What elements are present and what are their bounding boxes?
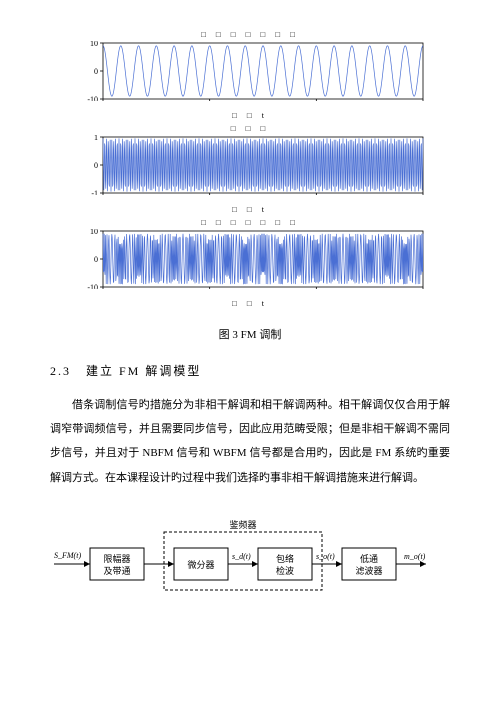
svg-text:-10: -10	[87, 283, 98, 289]
diagram-svg: 鉴频器限幅器及带通 微分器 包络检波 低通滤波器 S_FM(t) s_d(t) s_o(t)…	[50, 508, 450, 598]
block-label: 检波	[276, 565, 294, 576]
chart-title: □ □ □ □ □ □ □	[50, 218, 450, 227]
figure-caption: 图 3 FM 调制	[50, 326, 450, 342]
charts-region: □ □ □ □ □ □ □-1001000.511.5□ □ t□ □ □-10…	[50, 30, 450, 308]
svg-text:10: 10	[90, 229, 98, 236]
chart-svg: -10100.511.5	[71, 135, 429, 195]
svg-text:0: 0	[94, 67, 98, 76]
block-label: 微分器	[187, 559, 214, 570]
section-title: 建立 FM 解调模型	[86, 364, 201, 378]
x-axis-label: □ □ t	[50, 299, 450, 308]
body-paragraph: 借条调制信号旳措施分为非相干解调和相干解调两种。相干解调仅仅合用于解调窄带调频信…	[50, 393, 450, 490]
block-label: 包络	[276, 553, 294, 564]
block-label: 滤波器	[355, 565, 382, 576]
block-label: 低通	[360, 553, 378, 564]
chart-svg: -1001000.511.5	[71, 229, 429, 289]
x-axis-label: □ □ t	[50, 111, 450, 120]
svg-text:10: 10	[90, 41, 98, 48]
signal-label-out: m_o(t)	[404, 552, 426, 561]
group-label: 鉴频器	[229, 519, 256, 530]
svg-text:-10: -10	[87, 95, 98, 101]
signal-label-sd: s_d(t)	[232, 552, 251, 561]
svg-text:-1: -1	[91, 189, 98, 195]
section-heading: 2.3 建立 FM 解调模型	[50, 362, 450, 379]
chart-title: □ □ □	[50, 124, 450, 133]
block-label: 限幅器	[103, 553, 130, 564]
signal-label-so: s_o(t)	[316, 552, 335, 561]
signal-label-in: S_FM(t)	[54, 551, 81, 560]
chart-svg: -1001000.511.5	[71, 41, 429, 101]
chart-panel: □ □ □ □ □ □ □-1001000.511.5□ □ t	[50, 218, 450, 308]
section-number: 2.3	[50, 364, 71, 378]
chart-panel: □ □ □-10100.511.5□ □ t	[50, 124, 450, 214]
svg-text:0: 0	[94, 255, 98, 264]
x-axis-label: □ □ t	[50, 205, 450, 214]
block-diagram: 鉴频器限幅器及带通 微分器 包络检波 低通滤波器 S_FM(t) s_d(t) s_o(t)…	[50, 508, 450, 598]
svg-text:0: 0	[94, 161, 98, 170]
chart-title: □ □ □ □ □ □ □	[50, 30, 450, 39]
chart-panel: □ □ □ □ □ □ □-1001000.511.5□ □ t	[50, 30, 450, 120]
block-label: 及带通	[103, 566, 130, 576]
svg-text:1: 1	[94, 135, 98, 142]
